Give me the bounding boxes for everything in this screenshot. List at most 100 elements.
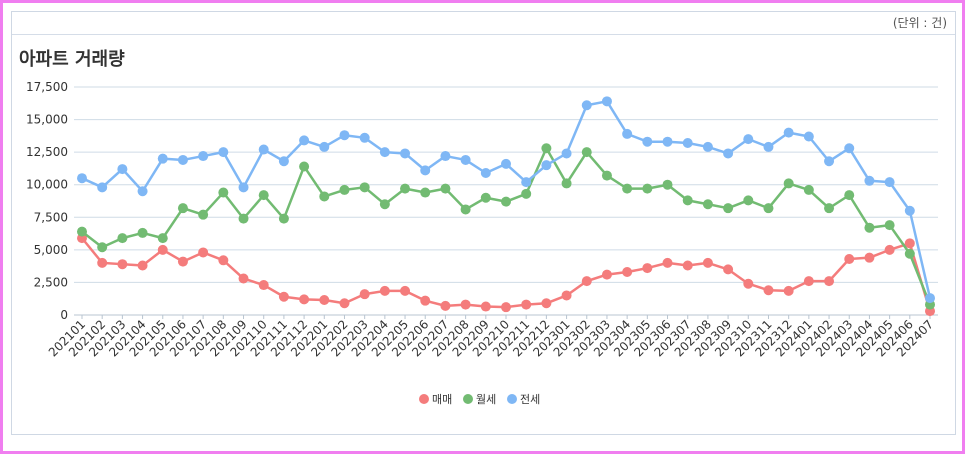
data-point-0[interactable] [278,291,289,302]
data-point-2[interactable] [682,138,693,149]
data-point-0[interactable] [581,276,592,287]
data-point-0[interactable] [420,295,431,306]
data-point-2[interactable] [884,177,895,188]
data-point-0[interactable] [339,298,350,309]
data-point-1[interactable] [783,178,794,189]
data-point-2[interactable] [198,151,209,162]
data-point-0[interactable] [521,299,532,310]
data-point-1[interactable] [278,213,289,224]
data-point-0[interactable] [218,255,229,266]
data-point-0[interactable] [198,247,209,258]
data-point-2[interactable] [77,173,87,184]
data-point-2[interactable] [541,160,552,171]
data-point-2[interactable] [844,143,855,154]
data-point-2[interactable] [743,134,754,145]
data-point-2[interactable] [420,165,431,176]
data-point-2[interactable] [723,148,734,159]
data-point-0[interactable] [662,257,673,268]
data-point-0[interactable] [884,244,895,255]
data-point-0[interactable] [763,285,774,296]
data-point-0[interactable] [702,257,713,268]
data-point-1[interactable] [198,209,209,220]
data-point-0[interactable] [561,290,572,301]
data-point-1[interactable] [561,178,572,189]
data-point-2[interactable] [601,96,612,107]
data-point-2[interactable] [379,147,390,158]
data-point-1[interactable] [702,199,713,210]
data-point-0[interactable] [803,276,814,287]
data-point-0[interactable] [460,299,471,310]
data-point-2[interactable] [642,136,653,147]
data-point-1[interactable] [218,187,229,198]
data-point-1[interactable] [339,184,350,195]
data-point-1[interactable] [662,179,673,190]
data-point-1[interactable] [400,183,411,194]
data-point-1[interactable] [299,161,310,172]
data-point-1[interactable] [581,147,592,158]
data-point-2[interactable] [904,205,915,216]
data-point-1[interactable] [157,233,168,244]
data-point-1[interactable] [723,203,734,214]
data-point-1[interactable] [501,196,511,207]
data-point-1[interactable] [763,203,774,214]
data-point-1[interactable] [117,233,128,244]
data-point-0[interactable] [824,276,835,287]
data-point-1[interactable] [238,213,249,224]
data-point-2[interactable] [803,131,814,142]
data-point-0[interactable] [864,252,875,263]
data-point-0[interactable] [682,260,693,271]
data-point-1[interactable] [884,220,895,231]
data-point-0[interactable] [400,285,411,296]
legend-marker-0[interactable] [419,394,429,404]
data-point-0[interactable] [904,238,915,249]
legend-marker-2[interactable] [507,394,517,404]
data-point-2[interactable] [561,148,572,159]
data-point-2[interactable] [117,164,128,175]
data-point-0[interactable] [783,285,794,296]
data-point-2[interactable] [177,154,188,165]
data-point-2[interactable] [339,130,350,141]
data-point-2[interactable] [299,135,310,146]
data-point-2[interactable] [480,167,491,178]
data-point-0[interactable] [238,273,249,284]
data-point-2[interactable] [702,141,713,152]
data-point-2[interactable] [622,128,633,139]
data-point-2[interactable] [157,153,168,164]
legend-label-1[interactable]: 월세 [476,393,496,406]
data-point-0[interactable] [480,301,491,312]
data-point-0[interactable] [379,285,390,296]
data-point-0[interactable] [743,278,754,289]
data-point-0[interactable] [642,263,653,274]
data-point-1[interactable] [904,248,915,259]
data-point-0[interactable] [137,260,148,271]
data-point-0[interactable] [723,264,734,275]
data-point-1[interactable] [77,226,87,237]
data-point-1[interactable] [319,191,330,202]
data-point-1[interactable] [480,192,491,203]
data-point-1[interactable] [359,182,370,193]
data-point-2[interactable] [97,182,108,193]
data-point-1[interactable] [137,227,148,238]
data-point-1[interactable] [379,199,390,210]
data-point-2[interactable] [258,144,269,155]
data-point-2[interactable] [501,158,511,169]
data-point-1[interactable] [541,143,552,154]
legend-label-2[interactable]: 전세 [520,393,540,406]
data-point-1[interactable] [521,188,532,199]
data-point-2[interactable] [359,132,370,143]
data-point-1[interactable] [622,183,633,194]
data-point-1[interactable] [864,222,875,233]
data-point-2[interactable] [864,175,875,186]
data-point-2[interactable] [824,156,835,167]
data-point-2[interactable] [137,186,148,197]
data-point-1[interactable] [258,190,269,201]
data-point-1[interactable] [803,184,814,195]
data-point-2[interactable] [783,127,794,138]
data-point-1[interactable] [824,203,835,214]
data-point-2[interactable] [662,136,673,147]
data-point-0[interactable] [440,300,451,311]
data-point-1[interactable] [97,242,108,253]
data-point-1[interactable] [844,190,855,201]
data-point-2[interactable] [238,182,249,193]
data-point-1[interactable] [460,204,471,215]
